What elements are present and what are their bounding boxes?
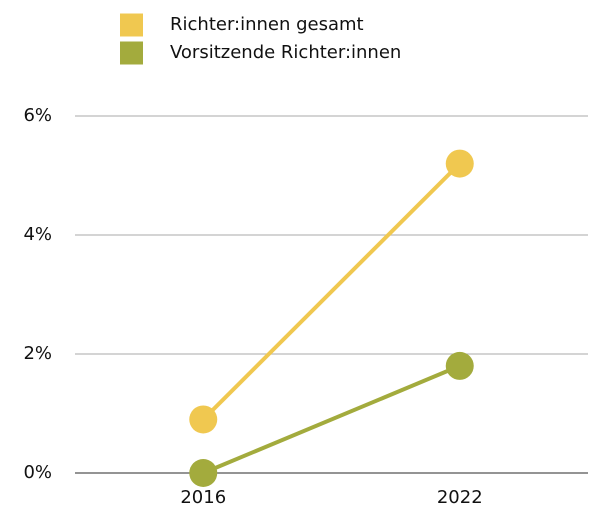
y-tick-label: 4%	[23, 224, 52, 245]
x-tick-label: 2022	[437, 487, 483, 508]
x-tick-label: 2016	[180, 487, 226, 508]
y-tick-label: 6%	[23, 105, 52, 126]
legend-label: Richter:innen gesamt	[170, 14, 364, 35]
data-point	[445, 149, 474, 178]
legend-swatch	[120, 41, 143, 65]
y-tick-label: 0%	[23, 462, 52, 483]
legend-label: Vorsitzende Richter:innen	[170, 42, 401, 63]
legend-swatch	[120, 13, 143, 37]
data-point	[189, 459, 218, 487]
series-line	[201, 162, 462, 421]
data-point	[445, 351, 474, 380]
series-line	[202, 364, 461, 475]
data-point	[189, 405, 218, 434]
y-tick-label: 2%	[23, 343, 52, 364]
